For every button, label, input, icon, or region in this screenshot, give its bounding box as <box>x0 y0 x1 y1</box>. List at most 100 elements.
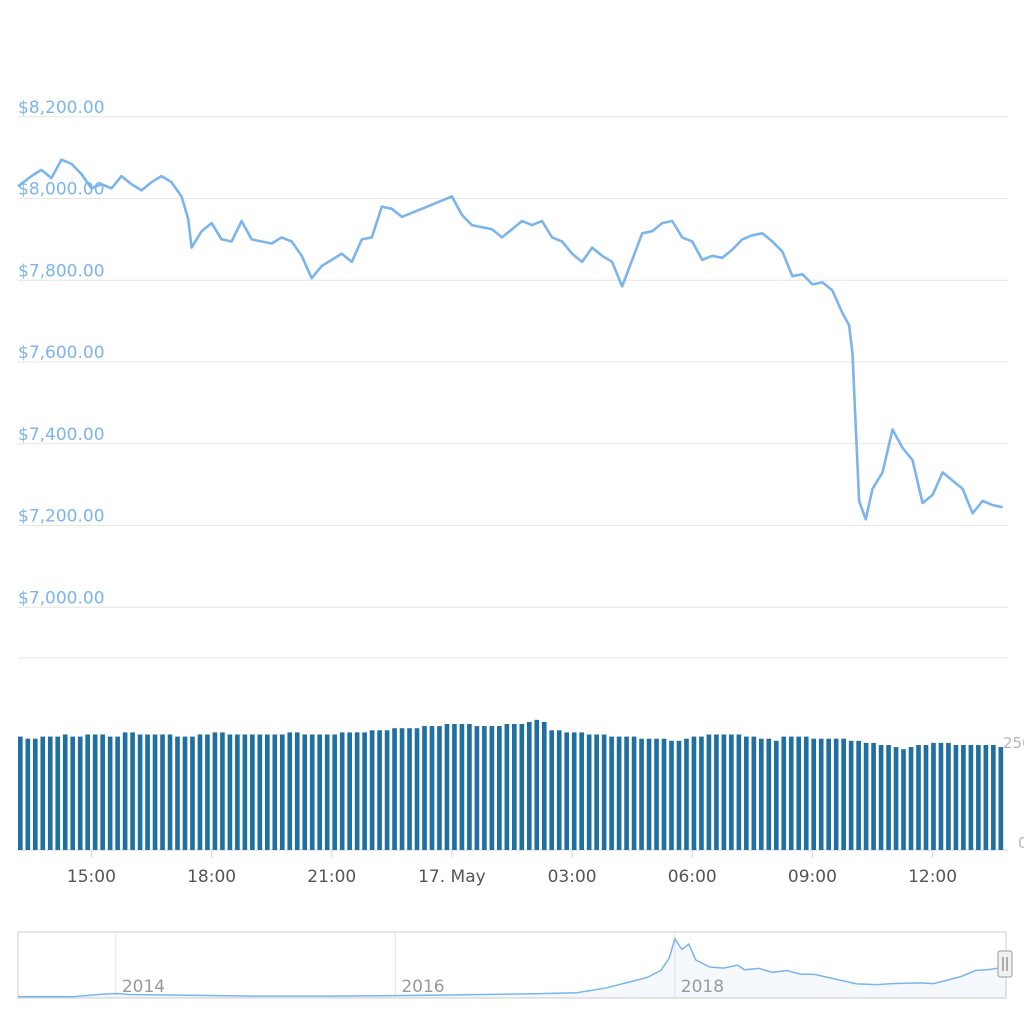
volume-bar <box>781 736 787 850</box>
volume-bar <box>332 734 337 850</box>
volume-bar <box>279 734 285 850</box>
volume-bar <box>541 721 547 850</box>
volume-bar <box>684 738 689 850</box>
volume-bar <box>953 745 959 850</box>
volume-bar <box>729 734 734 850</box>
navigator[interactable]: 2014 2016 2018 <box>17 931 1013 999</box>
volume-tick-label: 0 <box>1018 834 1024 852</box>
x-tick-label: 15:00 <box>67 867 116 887</box>
volume-bar <box>968 745 974 850</box>
volume-bar <box>444 724 450 850</box>
volume-bar <box>564 732 570 850</box>
volume-bar <box>309 734 315 850</box>
volume-bar <box>384 730 390 850</box>
volume-bar <box>938 742 944 850</box>
volume-bar <box>856 740 861 850</box>
volume-bar <box>317 734 323 850</box>
volume-bar <box>294 732 300 850</box>
volume-bar <box>190 736 195 850</box>
volume-bar <box>100 734 105 850</box>
price-axis: $7,000.00 $7,200.00 $7,400.00 $7,600.00 $7,8… <box>18 98 105 609</box>
volume-bar <box>55 736 61 850</box>
volume-bar <box>534 719 540 850</box>
x-tick-label: 12:00 <box>908 867 957 887</box>
volume-bar <box>339 732 345 850</box>
volume-bar <box>377 730 382 850</box>
volume-bar <box>107 736 113 850</box>
volume-bar <box>227 734 233 850</box>
volume-bar <box>826 738 831 850</box>
volume-bar <box>324 734 330 850</box>
navigator-area <box>18 938 1006 998</box>
volume-bar <box>691 736 697 850</box>
volume-bar <box>773 740 779 850</box>
price-tick-label: $7,400.00 <box>18 425 105 445</box>
volume-bar <box>137 734 143 850</box>
volume-bar <box>407 728 412 850</box>
volume-bar <box>467 724 472 850</box>
volume-bar <box>392 728 397 850</box>
x-tick-label: 17. May <box>418 867 486 887</box>
volume-bar <box>70 736 76 850</box>
volume-bar <box>833 738 839 850</box>
volume-bar <box>983 745 989 850</box>
volume-bar <box>788 736 794 850</box>
volume-bar <box>586 734 592 850</box>
volume-bar <box>736 734 742 850</box>
volume-bar <box>803 736 809 850</box>
price-line <box>17 158 1003 521</box>
volume-bar <box>998 747 1004 850</box>
volume-bar <box>272 734 278 850</box>
price-tick-label: $7,800.00 <box>18 261 105 281</box>
volume-bar <box>452 724 457 850</box>
navigator-year-label: 2016 <box>401 977 444 997</box>
volume-bar <box>429 726 435 850</box>
volume-bar <box>115 736 120 850</box>
volume-bar <box>908 747 914 850</box>
volume-bar <box>369 730 375 850</box>
volume-bar <box>122 732 128 850</box>
navigator-year-label: 2014 <box>122 977 165 997</box>
volume-bar <box>931 742 936 850</box>
x-tick-label: 09:00 <box>788 867 837 887</box>
volume-bar <box>639 738 644 850</box>
navigator-range-handle[interactable] <box>997 950 1013 978</box>
volume-bar <box>92 734 98 850</box>
volume-bar <box>354 732 360 850</box>
volume-bar <box>287 732 293 850</box>
x-tick-label: 21:00 <box>307 867 356 887</box>
volume-bar <box>714 734 719 850</box>
volume-bar <box>145 734 150 850</box>
volume-bar <box>766 738 772 850</box>
volume-bar <box>197 734 203 850</box>
volume-bar <box>77 736 83 850</box>
time-axis: 15:00 18:00 21:00 17. May 03:00 06:00 09:00 12:… <box>67 850 957 887</box>
volume-bar <box>871 742 876 850</box>
volume-bar <box>265 734 270 850</box>
volume-bar <box>25 738 31 850</box>
volume-bar <box>624 736 629 850</box>
volume-bar <box>519 724 525 850</box>
volume-bar <box>175 736 180 850</box>
volume-bar <box>250 734 255 850</box>
navigator-year-label: 2018 <box>681 977 724 997</box>
volume-bar <box>362 732 367 850</box>
volume-bar <box>62 734 68 850</box>
volume-bar <box>212 732 218 850</box>
volume-bar <box>923 745 929 850</box>
volume-bar <box>489 726 495 850</box>
volume-bar <box>47 736 53 850</box>
volume-bar <box>594 734 599 850</box>
price-tick-label: $7,000.00 <box>18 588 105 608</box>
volume-bar <box>609 736 614 850</box>
volume-bar <box>646 738 652 850</box>
volume-bar <box>616 736 622 850</box>
volume-bar <box>818 738 824 850</box>
price-tick-label: $8,200.00 <box>18 98 105 118</box>
volume-bar <box>257 734 263 850</box>
volume-bar <box>152 734 158 850</box>
volume-bar <box>848 740 854 850</box>
volume-bar <box>205 734 210 850</box>
volume-bar <box>474 726 480 850</box>
